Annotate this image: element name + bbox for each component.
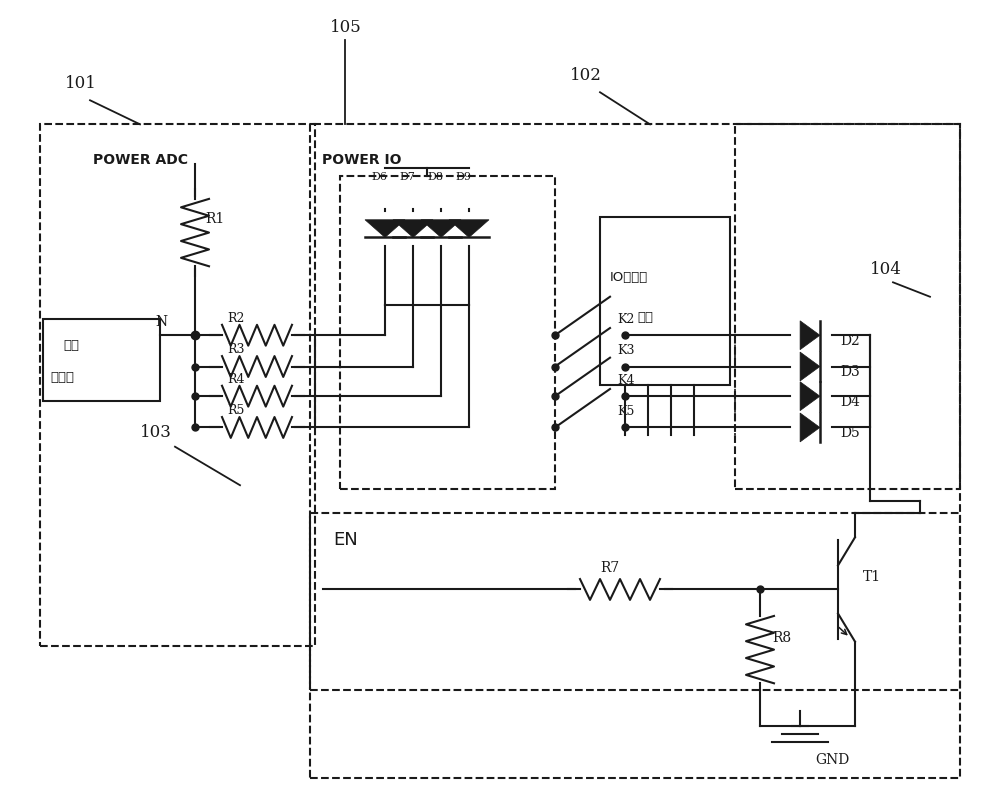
Text: K2: K2: [617, 314, 634, 326]
Text: D9: D9: [455, 172, 471, 182]
Text: R2: R2: [227, 312, 244, 325]
Text: D5: D5: [840, 426, 860, 440]
Text: 101: 101: [65, 75, 97, 92]
Text: R7: R7: [600, 561, 619, 575]
Polygon shape: [800, 352, 820, 381]
Text: K4: K4: [617, 375, 635, 387]
Text: 103: 103: [140, 424, 172, 441]
Text: 102: 102: [570, 67, 602, 84]
Polygon shape: [800, 321, 820, 350]
Polygon shape: [449, 220, 489, 237]
Text: IO接口检: IO接口检: [610, 271, 648, 284]
Text: R1: R1: [205, 212, 224, 226]
Text: N: N: [155, 314, 167, 329]
Text: D7: D7: [399, 172, 415, 182]
Text: 104: 104: [870, 261, 902, 278]
Text: EN: EN: [333, 532, 358, 549]
Text: D2: D2: [840, 334, 860, 348]
Text: GND: GND: [815, 753, 849, 768]
Text: POWER ADC: POWER ADC: [93, 153, 188, 168]
Polygon shape: [421, 220, 461, 237]
Text: R4: R4: [227, 373, 244, 386]
Text: R5: R5: [227, 404, 244, 417]
Polygon shape: [393, 220, 433, 237]
Text: D3: D3: [840, 365, 860, 379]
Text: K5: K5: [617, 406, 634, 419]
Text: D6: D6: [371, 172, 387, 182]
Text: 电压: 电压: [63, 339, 79, 352]
Text: T1: T1: [863, 570, 881, 585]
Polygon shape: [365, 220, 405, 237]
Polygon shape: [800, 382, 820, 411]
Text: R8: R8: [772, 630, 791, 645]
Text: 测器: 测器: [637, 311, 653, 324]
Text: D4: D4: [840, 395, 860, 409]
Text: D8: D8: [427, 172, 443, 182]
Text: 检测器: 检测器: [50, 371, 74, 384]
Text: 105: 105: [330, 19, 362, 36]
Polygon shape: [800, 413, 820, 442]
Text: R3: R3: [227, 343, 244, 356]
Text: K3: K3: [617, 345, 635, 358]
Text: POWER IO: POWER IO: [322, 153, 402, 168]
